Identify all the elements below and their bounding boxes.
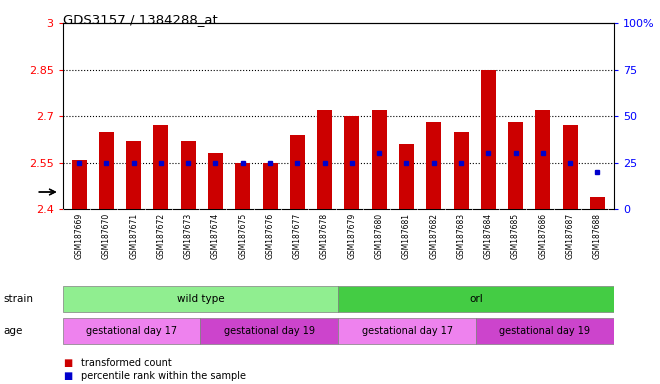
Text: GSM187669: GSM187669 — [75, 213, 84, 259]
Text: GSM187684: GSM187684 — [484, 213, 493, 259]
Text: ■: ■ — [63, 371, 72, 381]
Bar — [290, 135, 305, 209]
Text: GSM187678: GSM187678 — [320, 213, 329, 259]
Text: GSM187671: GSM187671 — [129, 213, 138, 259]
Text: GSM187673: GSM187673 — [183, 213, 193, 259]
Text: wild type: wild type — [177, 293, 224, 304]
Bar — [338, 286, 614, 311]
Bar — [126, 141, 141, 209]
Bar — [453, 132, 469, 209]
Bar — [153, 126, 168, 209]
Bar — [426, 122, 442, 209]
Bar — [263, 163, 278, 209]
Text: GSM187681: GSM187681 — [402, 213, 411, 259]
Text: orl: orl — [469, 293, 483, 304]
Bar — [590, 197, 605, 209]
Text: GSM187672: GSM187672 — [156, 213, 166, 259]
Bar — [99, 132, 114, 209]
Text: strain: strain — [3, 293, 33, 304]
Text: gestational day 17: gestational day 17 — [362, 326, 453, 336]
Text: age: age — [3, 326, 22, 336]
Bar — [476, 318, 614, 344]
Text: GSM187676: GSM187676 — [265, 213, 275, 259]
Text: GSM187685: GSM187685 — [511, 213, 520, 259]
Text: gestational day 19: gestational day 19 — [224, 326, 315, 336]
Text: GSM187679: GSM187679 — [347, 213, 356, 259]
Text: gestational day 19: gestational day 19 — [500, 326, 591, 336]
Text: GSM187677: GSM187677 — [293, 213, 302, 259]
Text: GSM187680: GSM187680 — [375, 213, 383, 259]
Text: GSM187670: GSM187670 — [102, 213, 111, 259]
Bar — [480, 70, 496, 209]
Bar — [535, 110, 550, 209]
Bar — [63, 286, 338, 311]
Text: GSM187686: GSM187686 — [539, 213, 547, 259]
Bar — [372, 110, 387, 209]
Text: GSM187682: GSM187682 — [429, 213, 438, 259]
Bar — [399, 144, 414, 209]
Bar — [71, 160, 86, 209]
Bar — [508, 122, 523, 209]
Text: percentile rank within the sample: percentile rank within the sample — [81, 371, 246, 381]
Bar — [338, 318, 476, 344]
Text: GSM187674: GSM187674 — [211, 213, 220, 259]
Text: GSM187688: GSM187688 — [593, 213, 602, 259]
Text: GSM187683: GSM187683 — [457, 213, 465, 259]
Text: ■: ■ — [63, 358, 72, 368]
Bar — [562, 126, 578, 209]
Bar — [181, 141, 196, 209]
Bar — [208, 154, 223, 209]
Text: GDS3157 / 1384288_at: GDS3157 / 1384288_at — [63, 13, 217, 26]
Bar — [345, 116, 360, 209]
Text: GSM187675: GSM187675 — [238, 213, 248, 259]
Text: gestational day 17: gestational day 17 — [86, 326, 177, 336]
Bar — [317, 110, 332, 209]
Text: GSM187687: GSM187687 — [566, 213, 575, 259]
Text: transformed count: transformed count — [81, 358, 172, 368]
Bar — [201, 318, 338, 344]
Bar — [63, 318, 201, 344]
Bar — [235, 163, 250, 209]
